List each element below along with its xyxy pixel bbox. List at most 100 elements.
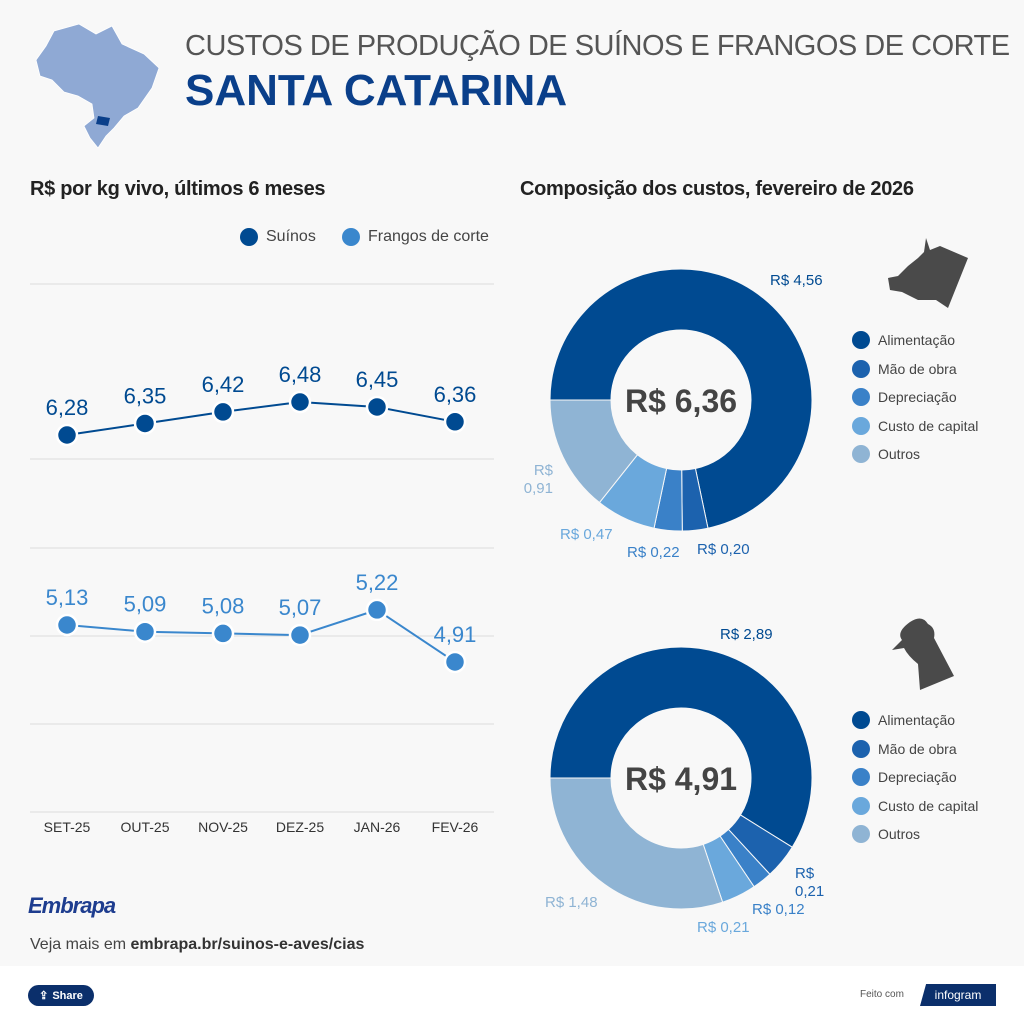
data-point[interactable] [133,620,157,643]
legend-label: Mão de obra [878,740,957,757]
series-line [66,608,456,663]
legend-dot [342,228,360,246]
x-tick-label: FEV-26 [432,819,479,835]
slice-label: R$ 4,56 [770,272,823,289]
legend-suinos: Suínos [240,228,316,246]
data-point[interactable] [365,395,389,419]
pie-legend-item: Depreciação [852,388,957,406]
data-point[interactable] [443,410,467,434]
legend-label: Mão de obra [878,360,957,377]
legend-label: Outros [878,446,921,462]
slice-label: R$ 0,21 [697,919,750,936]
data-label: 5,13 [46,585,89,610]
legend-label: Alimentação [878,332,956,348]
slice-label: R$ 0,12 [752,901,805,918]
pig-icon [888,238,968,308]
data-label: 6,42 [202,372,245,397]
x-tick-label: NOV-25 [198,819,248,835]
data-point[interactable] [133,412,157,435]
more-prefix: Veja mais em [30,936,131,953]
legend-label: Suínos [266,228,316,245]
pie-chart-title: Composição dos custos, fevereiro de 2026 [520,178,914,200]
data-point[interactable] [443,650,467,674]
total-label: R$ 4,91 [625,761,737,797]
legend-label: Depreciação [878,389,957,405]
pie-legend-item: Alimentação [852,331,955,349]
legend-label: Custo de capital [878,797,979,814]
x-tick-label: DEZ-25 [276,819,324,835]
slice-label: R$ 0,22 [627,544,680,561]
data-point[interactable] [55,423,79,447]
legend-label: Depreciação [878,769,957,785]
legend-label: Outros [878,826,921,842]
x-tick-label: SET-25 [44,819,91,835]
slice-label: R$ 0,91 [524,462,554,497]
pie-legend-item: Mão de obra [852,359,957,378]
data-point[interactable] [211,622,235,645]
pie-legend-item: Depreciação [852,768,957,786]
data-label: 5,07 [279,595,322,620]
pie-legend-item: Custo de capital [852,796,979,815]
chicken-icon [892,618,954,690]
data-point[interactable] [211,400,235,424]
pie-slice[interactable] [549,399,639,504]
pie-slice[interactable] [549,646,813,848]
data-label: 5,22 [356,570,399,595]
legend-dot [852,388,870,406]
pie-slice[interactable] [549,268,813,529]
data-point[interactable] [288,390,312,414]
more-link[interactable]: embrapa.br/suinos-e-aves/cias [130,936,365,953]
data-label: 5,08 [202,593,245,618]
legend-label: Alimentação [878,712,956,728]
data-label: 6,36 [434,382,477,407]
pie-legend-item: Outros [852,445,920,463]
data-label: 4,91 [434,622,477,647]
share-button[interactable]: ⇪ Share [28,985,94,1006]
data-label: 5,09 [124,592,167,617]
data-label: 6,28 [46,395,89,420]
legend-dot [852,445,870,463]
share-label: Share [52,989,83,1002]
legend-dot [852,739,870,758]
pie-charts: R$ 4,56 R$ 0,20 R$ 0,22 R$ 0,47 R$ 0,91 R$ 6,3… [524,268,824,936]
legend-dot [852,359,870,378]
data-point[interactable] [288,623,312,647]
main-title: CUSTOS DE PRODUÇÃO DE SUÍNOS E FRANGOS D… [185,30,1010,62]
legend-dot [852,796,870,815]
legend-dot [852,768,870,786]
slice-label: R$ 0,47 [560,526,613,543]
legend-dot [852,416,870,435]
legend-frangos: Frangos de corte [342,228,489,246]
state-title: SANTA CATARINA [185,66,568,115]
legend-dot [852,711,870,729]
pie-legend-item: Alimentação [852,711,955,729]
embrapa-logo: Embrapa [28,887,116,923]
logo-text: Embrapa [28,893,116,918]
line-chart-title: R$ por kg vivo, últimos 6 meses [30,178,326,200]
data-label: 6,45 [356,367,399,392]
brazil-map-icon [35,23,160,149]
line-chart: SET-25 OUT-25 NOV-25 DEZ-25 JAN-26 FEV-26 6,28… [30,283,494,835]
legend-dot [852,825,870,843]
share-icon: ⇪ [39,990,49,1002]
x-tick-label: OUT-25 [120,819,169,835]
slice-label: R$ 2,89 [720,626,773,643]
slice-label: R$ 0,20 [697,541,750,558]
pie-legend-item: Custo de capital [852,416,979,435]
data-point[interactable] [365,598,389,622]
data-point[interactable] [55,613,79,637]
x-tick-label: JAN-26 [354,819,401,835]
slice-label: R$ 0,21 [795,865,824,900]
made-with-label: Feito com [860,989,904,1000]
legend-dot [240,228,258,246]
series-line [66,400,456,436]
infogram-badge[interactable]: infogram [920,984,996,1006]
legend-dot [852,331,870,349]
data-label: 6,35 [124,383,167,408]
legend-label: Custo de capital [878,417,979,434]
pie-slice[interactable] [549,777,724,910]
pie-legend-item: Mão de obra [852,739,957,758]
pie-legend-item: Outros [852,825,920,843]
slice-label: R$ 1,48 [545,894,598,911]
total-label: R$ 6,36 [625,383,737,419]
